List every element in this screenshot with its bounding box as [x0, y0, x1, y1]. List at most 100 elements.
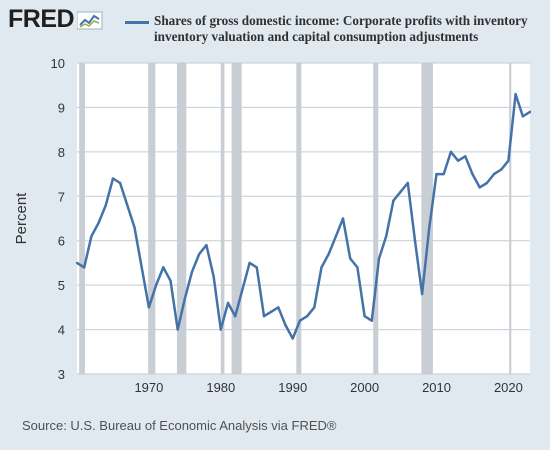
x-tick-label-2010: 2010 [422, 380, 451, 395]
recession-band-0 [79, 63, 85, 374]
chart-title-line-2: inventory valuation and capital consumpt… [154, 29, 479, 44]
data-point-2014 [464, 155, 467, 158]
data-point-1976 [190, 270, 194, 274]
data-point-1995 [327, 252, 330, 256]
x-tick-label-1990: 1990 [278, 380, 307, 395]
y-tick-label-5: 5 [58, 278, 65, 293]
data-point-1979 [212, 275, 215, 278]
data-point-1987 [269, 310, 273, 313]
data-point-1989 [284, 323, 287, 327]
data-point-2020 [507, 159, 510, 162]
data-point-1997 [341, 217, 345, 220]
data-point-2009 [428, 226, 431, 229]
data-point-2013 [456, 159, 460, 162]
data-point-1985 [255, 266, 258, 269]
data-point-1991 [298, 319, 302, 322]
data-point-1960 [75, 261, 79, 265]
fred-logo[interactable]: FRED [8, 7, 103, 32]
y-tick-label-10: 10 [51, 56, 65, 71]
data-point-2008 [420, 292, 424, 296]
data-point-1961 [82, 266, 86, 269]
data-point-1965 [111, 177, 115, 180]
data-point-1967 [126, 203, 129, 207]
data-point-2005 [399, 190, 402, 194]
y-axis-label: Percent [13, 192, 30, 245]
data-point-1969 [140, 266, 143, 269]
chart-legend: Shares of gross domestic income: Corpora… [125, 13, 545, 45]
data-point-1966 [118, 181, 122, 185]
data-point-1992 [305, 315, 309, 318]
data-point-1968 [133, 226, 136, 229]
y-tick-label-9: 9 [58, 100, 65, 115]
data-point-1974 [176, 328, 179, 331]
x-tick-label-1970: 1970 [134, 380, 163, 395]
data-point-1982 [233, 315, 237, 318]
data-point-2012 [449, 150, 453, 154]
y-tick-label-4: 4 [58, 323, 65, 338]
data-point-1999 [356, 266, 359, 269]
data-point-1973 [169, 279, 172, 282]
data-point-1972 [162, 266, 165, 269]
chart-title-line-1: Shares of gross domestic income: Corpora… [154, 13, 528, 28]
source-note: Source: U.S. Bureau of Economic Analysis… [22, 418, 337, 433]
data-point-1988 [277, 306, 280, 309]
x-tick-label-2020: 2020 [494, 380, 523, 395]
data-point-1984 [248, 261, 251, 265]
x-tick-label-1980: 1980 [206, 380, 235, 395]
data-point-2007 [413, 239, 417, 242]
data-point-2019 [500, 168, 503, 171]
line-chart: 3 4 5 6 7 8 9 10 1970 1980 1990 2000 2010 2020 Percent [13, 56, 532, 395]
recession-band-7 [421, 63, 433, 374]
series-line-0 [76, 92, 531, 340]
data-point-2016 [478, 186, 481, 189]
y-tick-label-3: 3 [58, 367, 65, 382]
data-point-2021 [514, 92, 517, 96]
chart-title: Shares of gross domestic income: Corpora… [154, 13, 528, 45]
data-point-2023 [528, 110, 532, 114]
data-point-2006 [406, 181, 409, 185]
fred-logo-text: FRED [8, 5, 75, 33]
data-point-2003 [384, 235, 388, 238]
data-point-1993 [313, 306, 316, 309]
data-point-1964 [104, 203, 107, 207]
data-point-1980 [219, 328, 223, 331]
data-point-1998 [349, 257, 352, 260]
y-tick-label-7: 7 [58, 189, 65, 204]
data-point-2004 [392, 199, 395, 202]
recession-band-2 [176, 63, 187, 374]
data-point-1970 [147, 306, 151, 309]
data-point-2022 [521, 115, 525, 118]
data-point-2011 [442, 172, 445, 176]
data-point-2010 [435, 172, 438, 176]
data-point-1994 [320, 266, 323, 269]
data-point-1975 [183, 297, 187, 300]
data-point-2018 [492, 172, 496, 176]
data-point-2017 [485, 181, 489, 185]
data-point-2002 [377, 257, 381, 260]
data-point-1986 [262, 315, 266, 318]
recession-band-4 [231, 63, 242, 374]
recession-band-6 [373, 63, 379, 374]
recession-band-5 [296, 63, 302, 374]
data-point-1977 [198, 252, 201, 256]
data-point-1978 [205, 243, 208, 247]
y-tick-label-6: 6 [58, 234, 65, 249]
data-point-1971 [154, 283, 158, 287]
legend-swatch [125, 21, 149, 24]
x-tick-label-2000: 2000 [350, 380, 379, 395]
fred-sparkline-icon [77, 11, 103, 29]
data-point-1963 [97, 221, 100, 225]
plot-area [77, 63, 530, 374]
recession-band-3 [220, 63, 225, 374]
data-point-1990 [291, 337, 294, 340]
data-point-1962 [90, 235, 93, 238]
data-point-1983 [241, 288, 244, 291]
recession-band-8 [509, 63, 512, 374]
y-tick-label-8: 8 [58, 145, 65, 160]
data-point-1996 [334, 235, 338, 238]
data-point-2000 [363, 315, 366, 318]
data-point-1981 [226, 301, 230, 305]
recession-band-1 [148, 63, 156, 374]
data-point-2015 [471, 172, 474, 176]
data-point-2001 [370, 319, 374, 322]
